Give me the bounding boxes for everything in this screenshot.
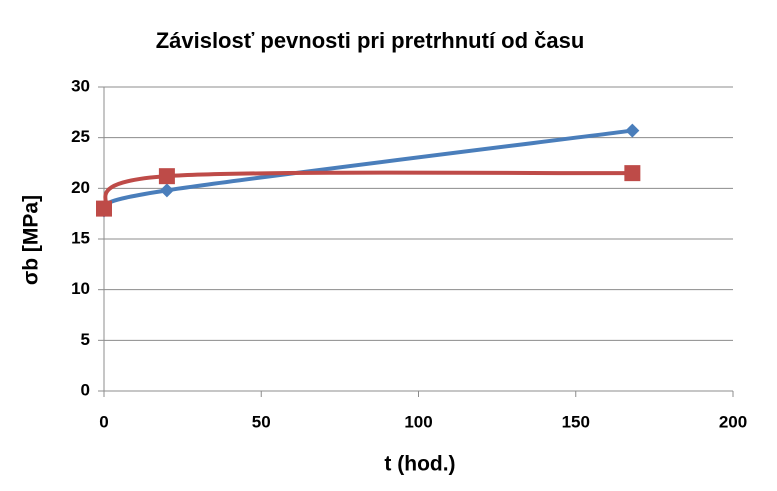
x-tick-label: 150 xyxy=(562,412,590,431)
series-line xyxy=(103,128,633,213)
y-tick-label: 30 xyxy=(71,76,90,95)
marker xyxy=(625,123,640,138)
y-tick-label: 15 xyxy=(71,228,90,247)
marker xyxy=(159,183,174,198)
x-tick-label: 200 xyxy=(719,412,747,431)
y-tick-label: 5 xyxy=(81,330,90,349)
marker xyxy=(624,165,641,182)
x-tick-label: 0 xyxy=(99,412,108,431)
marker xyxy=(158,168,175,185)
series-line xyxy=(102,170,633,211)
x-tick-label: 100 xyxy=(404,412,432,431)
y-axis-title: σb [MPa] xyxy=(20,195,43,285)
y-tick-label: 20 xyxy=(71,178,90,197)
marker xyxy=(96,200,112,217)
y-tick-label: 10 xyxy=(71,279,90,298)
y-tick-label: 25 xyxy=(71,127,90,146)
chart-title: Závislosť pevnosti pri pretrhnutí od čas… xyxy=(156,28,585,53)
x-axis-title: t (hod.) xyxy=(384,453,455,476)
x-tick-label: 50 xyxy=(252,412,271,431)
y-tick-label: 0 xyxy=(81,380,90,399)
